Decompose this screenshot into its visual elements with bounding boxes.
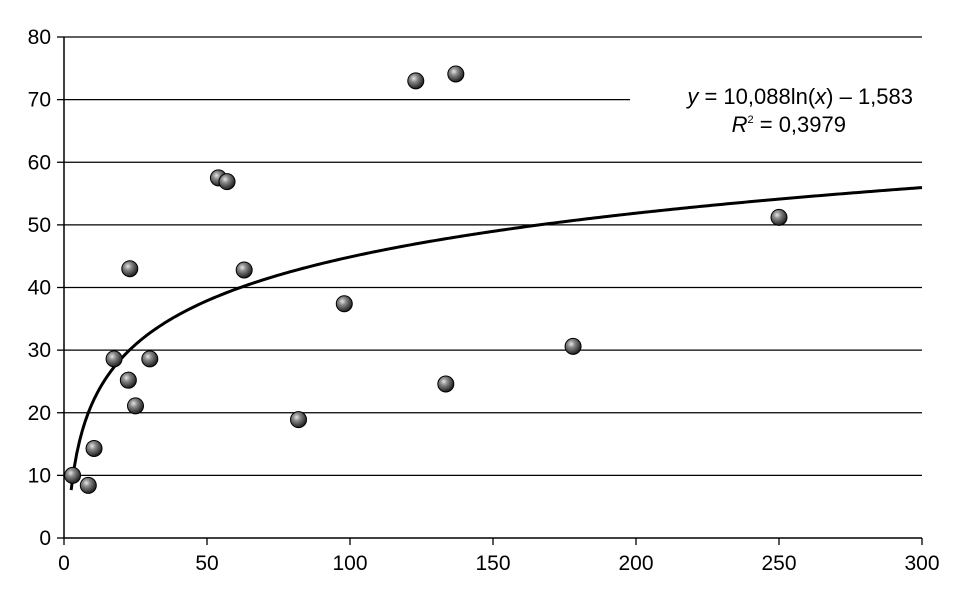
data-point (564, 337, 582, 355)
r-sup: 2 (748, 114, 754, 126)
equation-end: ) – 1,583 (826, 84, 913, 109)
data-point (141, 350, 159, 368)
equation-x-var: x (814, 84, 827, 109)
equation-mid: = 10,088ln( (698, 84, 815, 109)
x-tick-label: 50 (195, 552, 218, 575)
data-point (218, 173, 236, 191)
equation-y-var: y (685, 84, 700, 109)
data-point (127, 397, 144, 415)
data-point (121, 260, 139, 278)
x-tick-labels: 0 50 100 150 200 250 300 (58, 552, 939, 575)
equation-line: y = 10,088ln(x) – 1,583 (685, 84, 913, 109)
data-point (770, 208, 788, 226)
x-tick-label: 250 (761, 552, 796, 575)
y-tick-label: 30 (28, 339, 51, 362)
data-point (447, 65, 465, 83)
trendline-curve (69, 186, 923, 491)
x-tick-label: 0 (58, 552, 70, 575)
r-var: R (732, 112, 748, 137)
x-tick-label: 200 (618, 552, 653, 575)
data-point (105, 350, 123, 368)
data-point (79, 476, 97, 494)
data-point (437, 375, 455, 393)
y-tick-label: 60 (28, 151, 51, 174)
y-tick-label: 80 (28, 26, 51, 49)
data-point (407, 72, 425, 90)
y-tick-label: 10 (28, 464, 51, 487)
y-tick-label: 0 (39, 527, 51, 550)
data-point (235, 261, 253, 279)
data-point (335, 295, 353, 313)
r-squared-line: R2 = 0,3979 (732, 112, 846, 137)
x-tick-label: 300 (904, 552, 939, 575)
y-tick-labels: 0 10 20 30 40 50 60 70 80 (28, 26, 51, 550)
x-tick-label: 150 (475, 552, 510, 575)
y-tick-label: 70 (28, 89, 51, 112)
data-point (64, 466, 82, 484)
data-point (119, 371, 137, 389)
y-tick-label: 20 (28, 402, 51, 425)
trendline-equation: y = 10,088ln(x) – 1,583 R2 = 0,3979 (630, 78, 924, 137)
r-value: = 0,3979 (754, 112, 846, 137)
data-point (290, 411, 308, 429)
data-point (85, 439, 103, 457)
y-tick-label: 50 (28, 214, 51, 237)
grid-lines (64, 36, 922, 477)
x-tick-label: 100 (332, 552, 367, 575)
trendline (69, 186, 923, 491)
y-tick-label: 40 (28, 277, 51, 300)
data-points (64, 65, 788, 494)
equation-background (630, 78, 924, 134)
axes (57, 36, 923, 545)
